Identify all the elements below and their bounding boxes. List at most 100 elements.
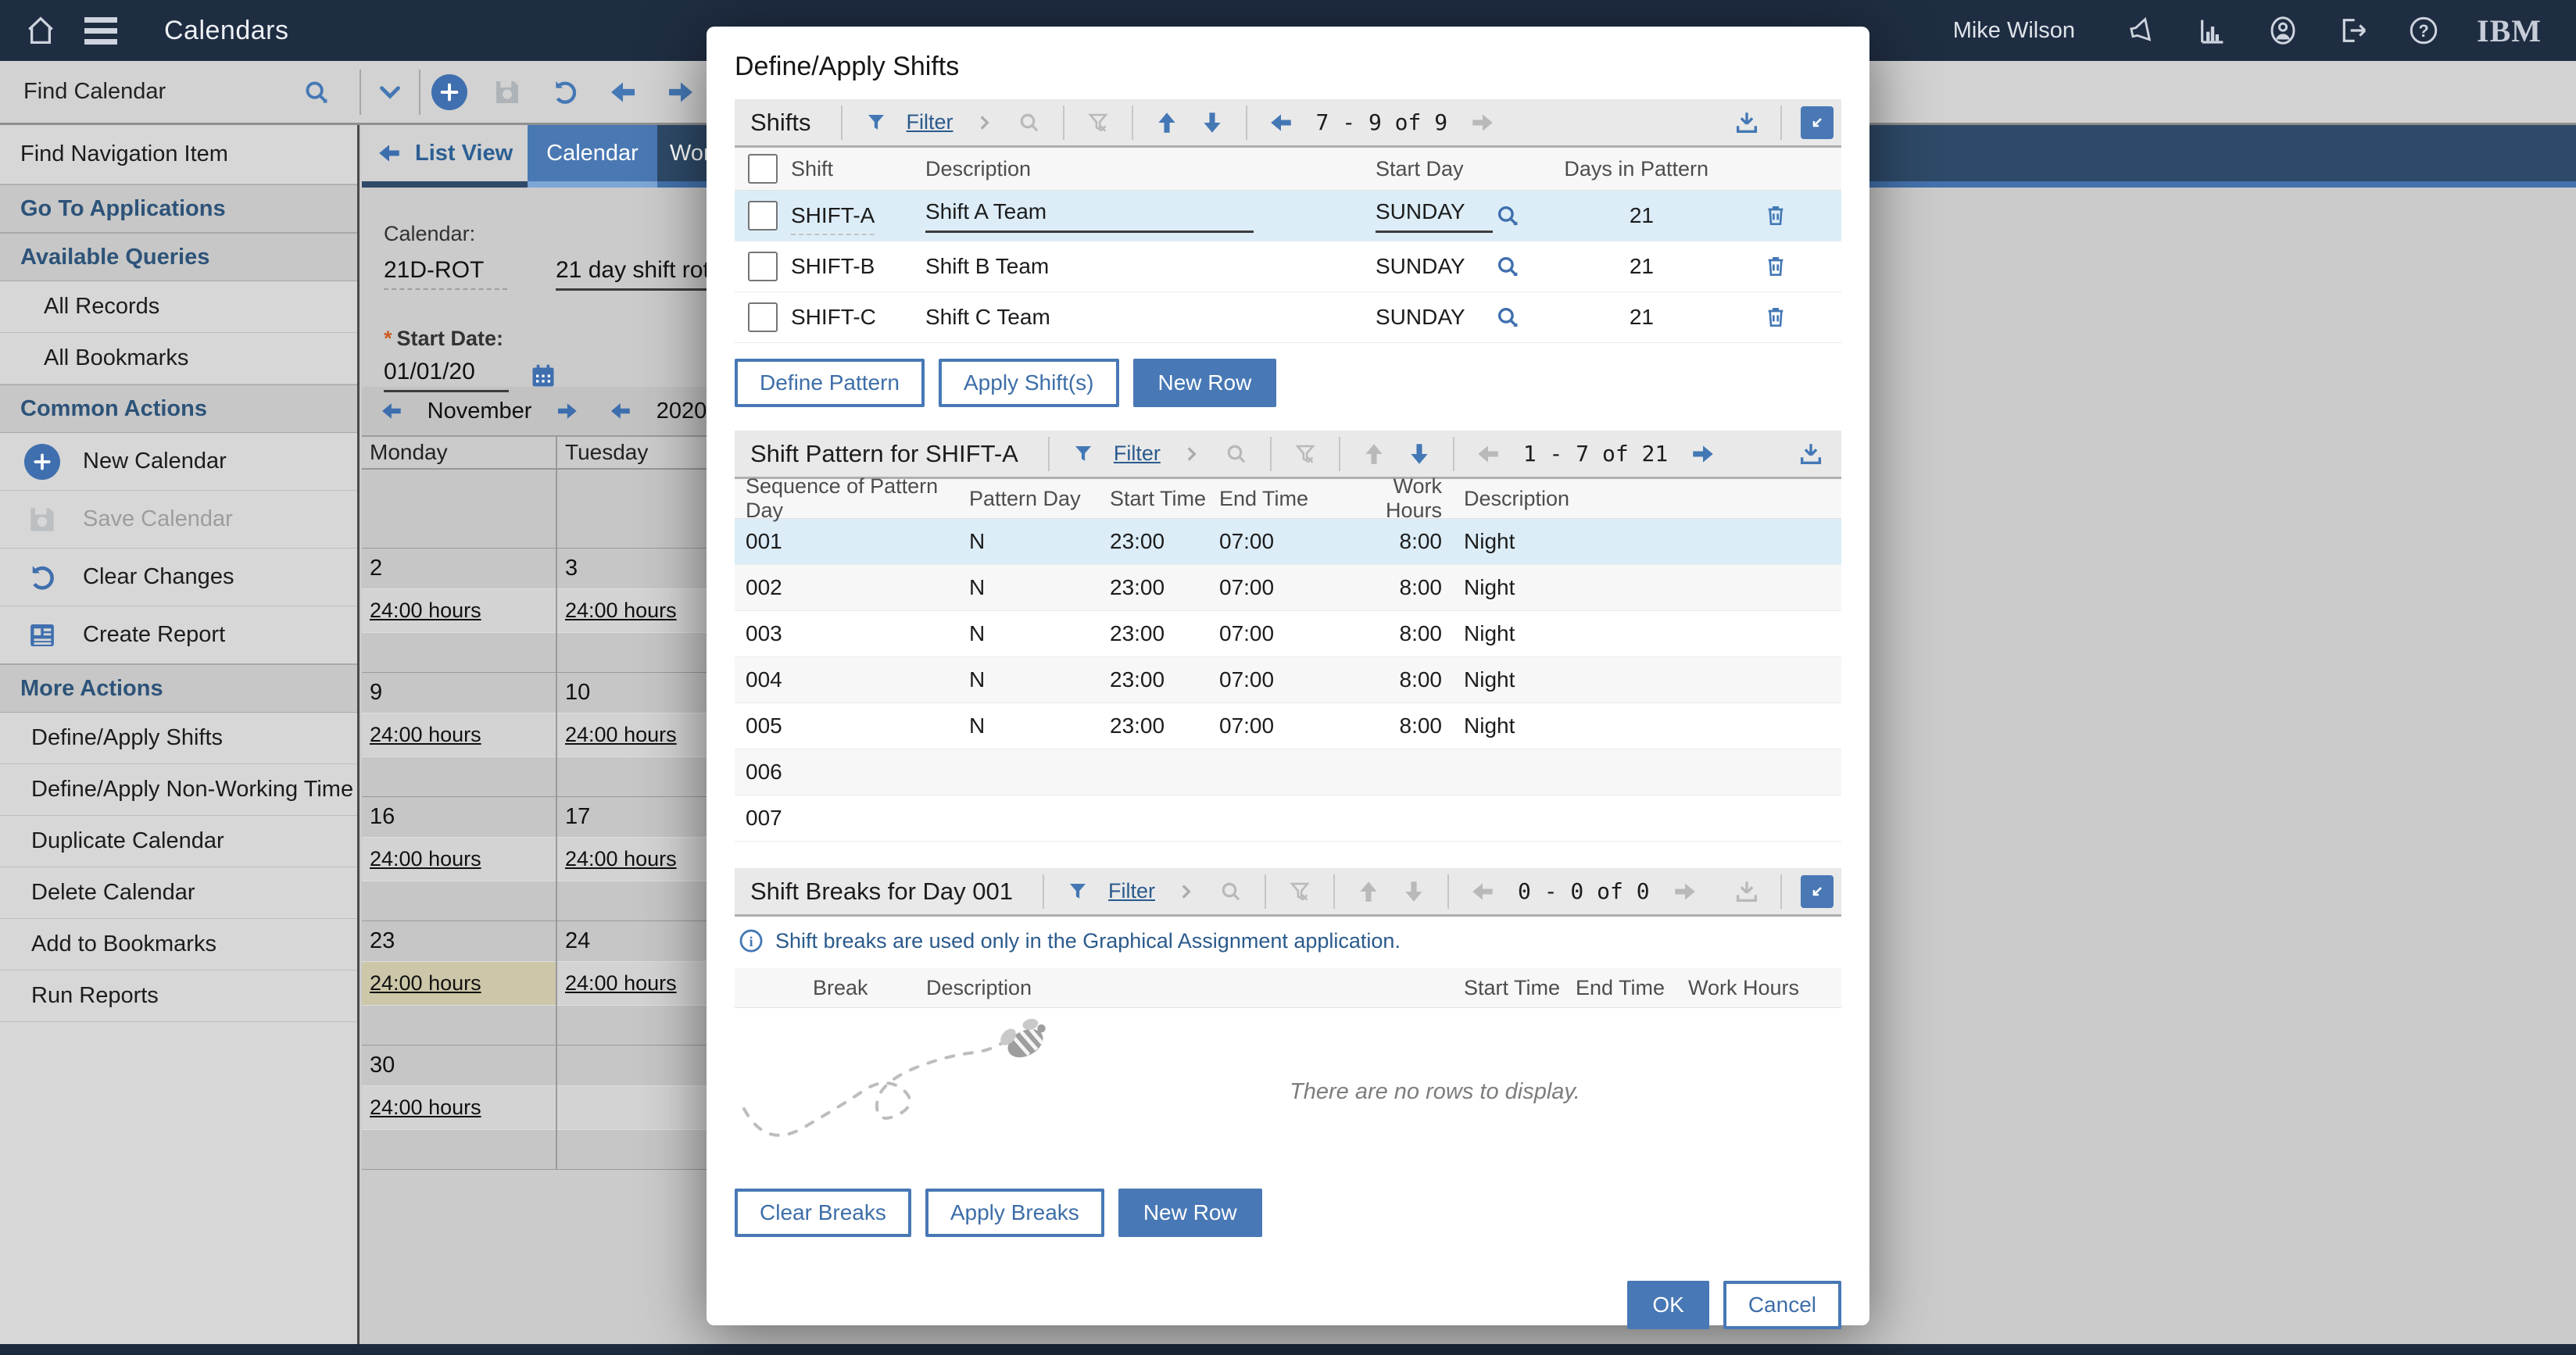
sidebar-section-more-actions[interactable]: More Actions	[0, 664, 357, 713]
user-name[interactable]: Mike Wilson	[1952, 17, 2075, 43]
shift-description-field[interactable]: Shift A Team	[925, 199, 1254, 233]
day-hours-link[interactable]: 24:00 hours	[565, 971, 677, 995]
menu-icon[interactable]	[84, 16, 117, 45]
chevron-right-icon[interactable]	[1163, 870, 1208, 913]
sidebar-item-new-calendar[interactable]: New Calendar	[0, 433, 357, 491]
previous-record-icon[interactable]	[594, 61, 652, 123]
sidebar-item-clear-changes[interactable]: Clear Changes	[0, 549, 357, 606]
filter-link[interactable]: Filter	[1108, 879, 1155, 903]
day-hours-link[interactable]: 24:00 hours	[370, 847, 481, 871]
logout-icon[interactable]	[2336, 13, 2370, 48]
row-checkbox[interactable]	[748, 201, 778, 231]
days-in-pattern-value[interactable]: 21	[1629, 203, 1654, 227]
sidebar-section-available-queries[interactable]: Available Queries	[0, 233, 357, 281]
chevron-down-icon[interactable]	[361, 61, 419, 123]
day-hours-link[interactable]: 24:00 hours	[370, 1096, 481, 1119]
filter-link[interactable]: Filter	[906, 110, 953, 134]
define-pattern-button[interactable]: Define Pattern	[735, 359, 925, 407]
sidebar-item-define-apply-non-working-time[interactable]: Define/Apply Non-Working Time	[0, 764, 357, 816]
breaks-new-row-button[interactable]: New Row	[1118, 1189, 1262, 1237]
undo-icon[interactable]	[536, 61, 594, 123]
select-all-checkbox[interactable]	[748, 154, 778, 184]
download-icon[interactable]	[1724, 101, 1769, 145]
prev-year-icon[interactable]	[608, 398, 633, 424]
prev-month-icon[interactable]	[379, 398, 404, 424]
filter-link[interactable]: Filter	[1113, 442, 1161, 465]
filter-icon[interactable]	[853, 101, 899, 145]
delete-row-icon[interactable]	[1740, 254, 1812, 279]
sidebar-item-all-records[interactable]: All Records	[0, 281, 357, 333]
ok-button[interactable]: OK	[1627, 1281, 1709, 1329]
filter-icon[interactable]	[1061, 432, 1106, 476]
sidebar-item-all-bookmarks[interactable]: All Bookmarks	[0, 333, 357, 384]
move-row-down-icon[interactable]	[1397, 432, 1442, 476]
help-icon[interactable]: ?	[2406, 13, 2441, 48]
shift-row[interactable]: SHIFT-C Shift C Team SUNDAY 21	[735, 292, 1841, 343]
detail-menu-icon[interactable]	[1494, 304, 1558, 331]
tab-calendar[interactable]: Calendar	[528, 125, 657, 188]
sidebar-item-add-to-bookmarks[interactable]: Add to Bookmarks	[0, 919, 357, 971]
sidebar-section-go-to[interactable]: Go To Applications	[0, 184, 357, 233]
new-record-icon[interactable]	[420, 61, 478, 123]
calendar-id-field[interactable]: 21D-ROT	[384, 257, 507, 290]
find-navigation-input[interactable]: Find Navigation Item	[0, 125, 357, 184]
shift-row[interactable]: SHIFT-B Shift B Team SUNDAY 21	[735, 241, 1841, 292]
delete-row-icon[interactable]	[1740, 203, 1812, 228]
apply-shifts-button[interactable]: Apply Shift(s)	[939, 359, 1119, 407]
pattern-row[interactable]: 006	[735, 749, 1841, 795]
next-month-icon[interactable]	[555, 398, 580, 424]
sidebar-item-delete-calendar[interactable]: Delete Calendar	[0, 867, 357, 919]
day-hours-link[interactable]: 24:00 hours	[565, 599, 677, 622]
day-hours-link[interactable]: 24:00 hours	[565, 723, 677, 746]
pattern-row[interactable]: 007	[735, 795, 1841, 842]
row-checkbox[interactable]	[748, 252, 778, 281]
sidebar-item-define-apply-shifts[interactable]: Define/Apply Shifts	[0, 713, 357, 764]
shifts-new-row-button[interactable]: New Row	[1132, 359, 1277, 407]
minimize-table-icon[interactable]	[1801, 874, 1834, 908]
bar-chart-icon[interactable]	[2195, 13, 2230, 48]
move-row-up-icon[interactable]	[1144, 101, 1190, 145]
day-hours-link[interactable]: 24:00 hours	[370, 599, 481, 622]
profile-icon[interactable]	[2266, 13, 2300, 48]
download-icon[interactable]	[1788, 432, 1834, 476]
apply-breaks-button[interactable]: Apply Breaks	[925, 1189, 1104, 1237]
start-day-field[interactable]: SUNDAY	[1376, 199, 1493, 233]
pattern-row[interactable]: 005 N 23:00 07:00 8:00 Night	[735, 703, 1841, 749]
sidebar-item-run-reports[interactable]: Run Reports	[0, 971, 357, 1022]
bottom-bar	[0, 1344, 2576, 1355]
sidebar-section-common-actions[interactable]: Common Actions	[0, 384, 357, 433]
row-checkbox[interactable]	[748, 302, 778, 332]
next-record-icon[interactable]	[652, 61, 710, 123]
next-page-icon[interactable]	[1680, 432, 1726, 476]
cancel-button[interactable]: Cancel	[1723, 1281, 1841, 1329]
move-row-down-icon[interactable]	[1190, 101, 1235, 145]
detail-menu-icon[interactable]	[1494, 202, 1558, 229]
day-hours-link[interactable]: 24:00 hours	[565, 847, 677, 871]
chevron-right-icon[interactable]	[961, 101, 1007, 145]
day-hours-link[interactable]: 24:00 hours	[370, 723, 481, 746]
announcement-icon[interactable]	[2125, 13, 2159, 48]
pattern-row[interactable]: 004 N 23:00 07:00 8:00 Night	[735, 657, 1841, 703]
day-hours-link[interactable]: 24:00 hours	[370, 971, 481, 995]
shift-row[interactable]: SHIFT-A Shift A Team SUNDAY 21	[735, 191, 1841, 241]
find-calendar-input[interactable]: Find Calendar	[23, 79, 166, 104]
detail-menu-icon[interactable]	[1494, 253, 1558, 280]
chevron-right-icon[interactable]	[1168, 432, 1214, 476]
clear-breaks-button[interactable]: Clear Breaks	[735, 1189, 911, 1237]
previous-page-icon[interactable]	[1258, 101, 1304, 145]
minimize-table-icon[interactable]	[1801, 105, 1834, 139]
home-icon[interactable]	[23, 13, 58, 48]
pattern-row[interactable]: 001 N 23:00 07:00 8:00 Night	[735, 519, 1841, 565]
filter-icon[interactable]	[1055, 870, 1100, 913]
search-icon[interactable]	[288, 61, 345, 123]
start-date-field[interactable]: 01/01/20	[384, 359, 509, 392]
shift-id-field[interactable]: SHIFT-A	[791, 203, 875, 235]
pattern-row[interactable]: 002 N 23:00 07:00 8:00 Night	[735, 565, 1841, 611]
tab-list-view[interactable]: List View	[362, 125, 528, 188]
date-picker-icon[interactable]	[529, 362, 557, 390]
sidebar-item-duplicate-calendar[interactable]: Duplicate Calendar	[0, 816, 357, 867]
delete-row-icon[interactable]	[1740, 305, 1812, 330]
move-row-down-icon	[1391, 870, 1436, 913]
sidebar-item-create-report[interactable]: Create Report	[0, 606, 357, 664]
pattern-row[interactable]: 003 N 23:00 07:00 8:00 Night	[735, 611, 1841, 657]
